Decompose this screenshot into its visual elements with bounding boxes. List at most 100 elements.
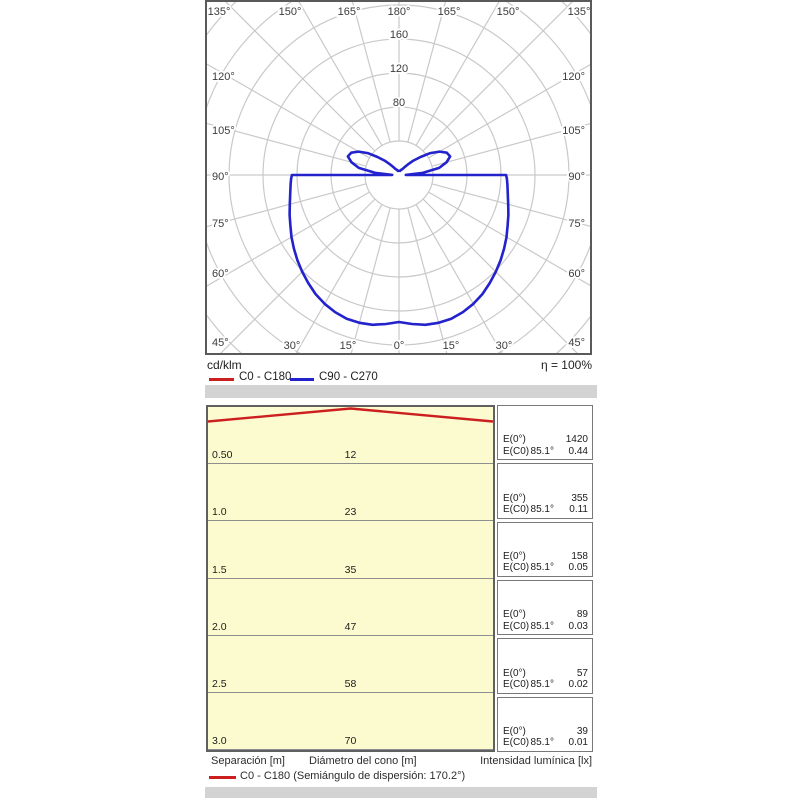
polar-grid-spoke xyxy=(207,191,370,287)
polar-angle-label: 15° xyxy=(340,340,357,352)
polar-angle-label: 60° xyxy=(212,268,229,280)
polar-grid-spoke xyxy=(428,64,590,159)
ec0-value: 0.03 xyxy=(568,620,588,632)
footer-intensity-label: Intensidad lumínica [lx] xyxy=(480,755,592,767)
e0-value: 158 xyxy=(571,550,588,562)
diameter-value: 35 xyxy=(344,563,357,576)
legend-swatch-c0 xyxy=(209,378,234,381)
illuminance-cell: E(0°) 355 E(C0) 85.1° 0.11 xyxy=(497,463,593,519)
cone-profile-line xyxy=(208,407,493,423)
illuminance-cell: E(0°) 1420 E(C0) 85.1° 0.44 xyxy=(497,405,593,461)
separation-value: 0.50 xyxy=(212,449,233,462)
polar-diagram: 135° 150° 165° 180° 165° 150° 135° 120° 105° 90° 7… xyxy=(207,2,590,353)
polar-angle-label: 15° xyxy=(443,340,460,352)
illuminance-cell: E(0°) 89 E(C0) 85.1° 0.03 xyxy=(497,579,593,636)
separation-value: 2.5 xyxy=(212,677,227,690)
cone-diagram-column: 0.50 12 1.0 23 1.5 35 2.0 47 2.5 58 3.0 70 xyxy=(206,405,495,752)
polar-angle-label: 160 xyxy=(390,29,408,41)
ec0-angle: 85.1° xyxy=(530,445,554,457)
cone-row: 0.50 12 xyxy=(208,407,493,465)
e0-label: E(0°) xyxy=(503,550,526,562)
polar-grid-spoke xyxy=(298,2,383,146)
ec0-value: 0.11 xyxy=(569,504,588,516)
polar-diagram-panel: 135° 150° 165° 180° 165° 150° 135° 120° 105° 90° 7… xyxy=(205,0,592,355)
polar-grid-spoke xyxy=(428,191,590,286)
ec0-value: 0.02 xyxy=(568,679,588,691)
separator-band-top xyxy=(205,385,597,398)
polar-grid-spoke xyxy=(407,207,448,353)
polar-angle-label: 80 xyxy=(393,97,405,109)
polar-angle-label: 75° xyxy=(568,218,585,230)
polar-angle-label: 0° xyxy=(394,340,405,352)
polar-angle-label: 30° xyxy=(284,340,301,352)
ec0-value: 0.44 xyxy=(568,445,588,457)
polar-angle-label: 120 xyxy=(390,63,408,75)
polar-grid-spoke xyxy=(422,2,573,152)
separation-value: 2.0 xyxy=(212,620,227,633)
diameter-value: 23 xyxy=(344,506,357,519)
separator-band-bottom xyxy=(205,787,597,798)
polar-grid-spoke xyxy=(207,63,370,159)
cone-row: 2.5 58 xyxy=(208,636,493,693)
e0-label: E(0°) xyxy=(503,492,526,504)
polar-grid-spoke xyxy=(431,183,590,227)
polar-angle-label: 135° xyxy=(568,6,590,18)
polar-grid-spoke xyxy=(220,198,376,353)
footer-diameter-label: Diámetro del cono [m] xyxy=(309,755,417,767)
cone-row: 2.0 47 xyxy=(208,579,493,636)
e0-label: E(0°) xyxy=(503,609,526,621)
cone-legend-swatch xyxy=(209,776,236,779)
polar-grid-spoke xyxy=(207,122,367,167)
polar-grid-spoke xyxy=(350,207,391,353)
illuminance-column: E(0°) 1420 E(C0) 85.1° 0.44 E(0°) 355 E(C0) 85.1… xyxy=(497,405,593,752)
polar-grid-spoke xyxy=(415,2,500,146)
polar-angle-label: 165° xyxy=(438,6,461,18)
ec0-angle: 85.1° xyxy=(530,562,554,574)
cone-row: 1.0 23 xyxy=(208,464,493,522)
e0-label: E(0°) xyxy=(503,434,526,446)
polar-grid-spoke xyxy=(422,198,578,353)
polar-angle-label: 120° xyxy=(562,71,585,83)
e0-label: E(0°) xyxy=(503,725,526,737)
illuminance-cell: E(0°) 57 E(C0) 85.1° 0.02 xyxy=(497,638,593,694)
ec0-value: 0.01 xyxy=(568,737,588,749)
polar-angle-label: 90° xyxy=(568,171,585,183)
e0-value: 57 xyxy=(576,667,588,679)
polar-angle-label: 150° xyxy=(279,6,302,18)
polar-grid-spoke xyxy=(225,2,376,152)
ec0-angle: 85.1° xyxy=(530,679,554,691)
polar-angle-label: 45° xyxy=(212,337,229,349)
ec0-label: E(C0) xyxy=(503,620,530,632)
polar-grid-spoke xyxy=(431,123,590,167)
diameter-value: 58 xyxy=(344,677,357,690)
polar-grid-spoke xyxy=(295,204,383,353)
e0-value: 1420 xyxy=(565,434,588,446)
polar-grid-spoke xyxy=(415,204,503,353)
ec0-value: 0.05 xyxy=(568,562,588,574)
legend-label-c0: C0 - C180 xyxy=(239,371,292,383)
ec0-label: E(C0) xyxy=(503,445,530,457)
polar-angle-label: 180° xyxy=(388,6,411,18)
ec0-angle: 85.1° xyxy=(530,737,554,749)
polar-angle-label: 105° xyxy=(562,125,585,137)
illuminance-cell: E(0°) 158 E(C0) 85.1° 0.05 xyxy=(497,521,593,577)
diameter-value: 70 xyxy=(344,735,357,748)
e0-value: 355 xyxy=(571,492,588,504)
diameter-value: 47 xyxy=(344,620,357,633)
ec0-label: E(C0) xyxy=(503,679,530,691)
polar-angle-label: 75° xyxy=(212,218,229,230)
legend-swatch-c90 xyxy=(290,378,314,381)
polar-angle-label: 165° xyxy=(338,6,361,18)
separation-value: 3.0 xyxy=(212,735,227,748)
cone-row: 3.0 70 xyxy=(208,693,493,751)
cone-legend-label: C0 - C180 (Semiángulo de dispersión: 170… xyxy=(240,770,466,782)
e0-value: 89 xyxy=(576,609,588,621)
efficiency-label: η = 100% xyxy=(540,358,592,372)
polar-curve-c90-c270 xyxy=(288,150,510,327)
polar-grid-spoke xyxy=(407,2,446,143)
e0-label: E(0°) xyxy=(503,667,526,679)
separation-value: 1.5 xyxy=(212,563,227,576)
footer-separation-label: Separación [m] xyxy=(211,755,285,767)
polar-angle-label: 30° xyxy=(496,340,513,352)
cone-row: 1.5 35 xyxy=(208,521,493,579)
